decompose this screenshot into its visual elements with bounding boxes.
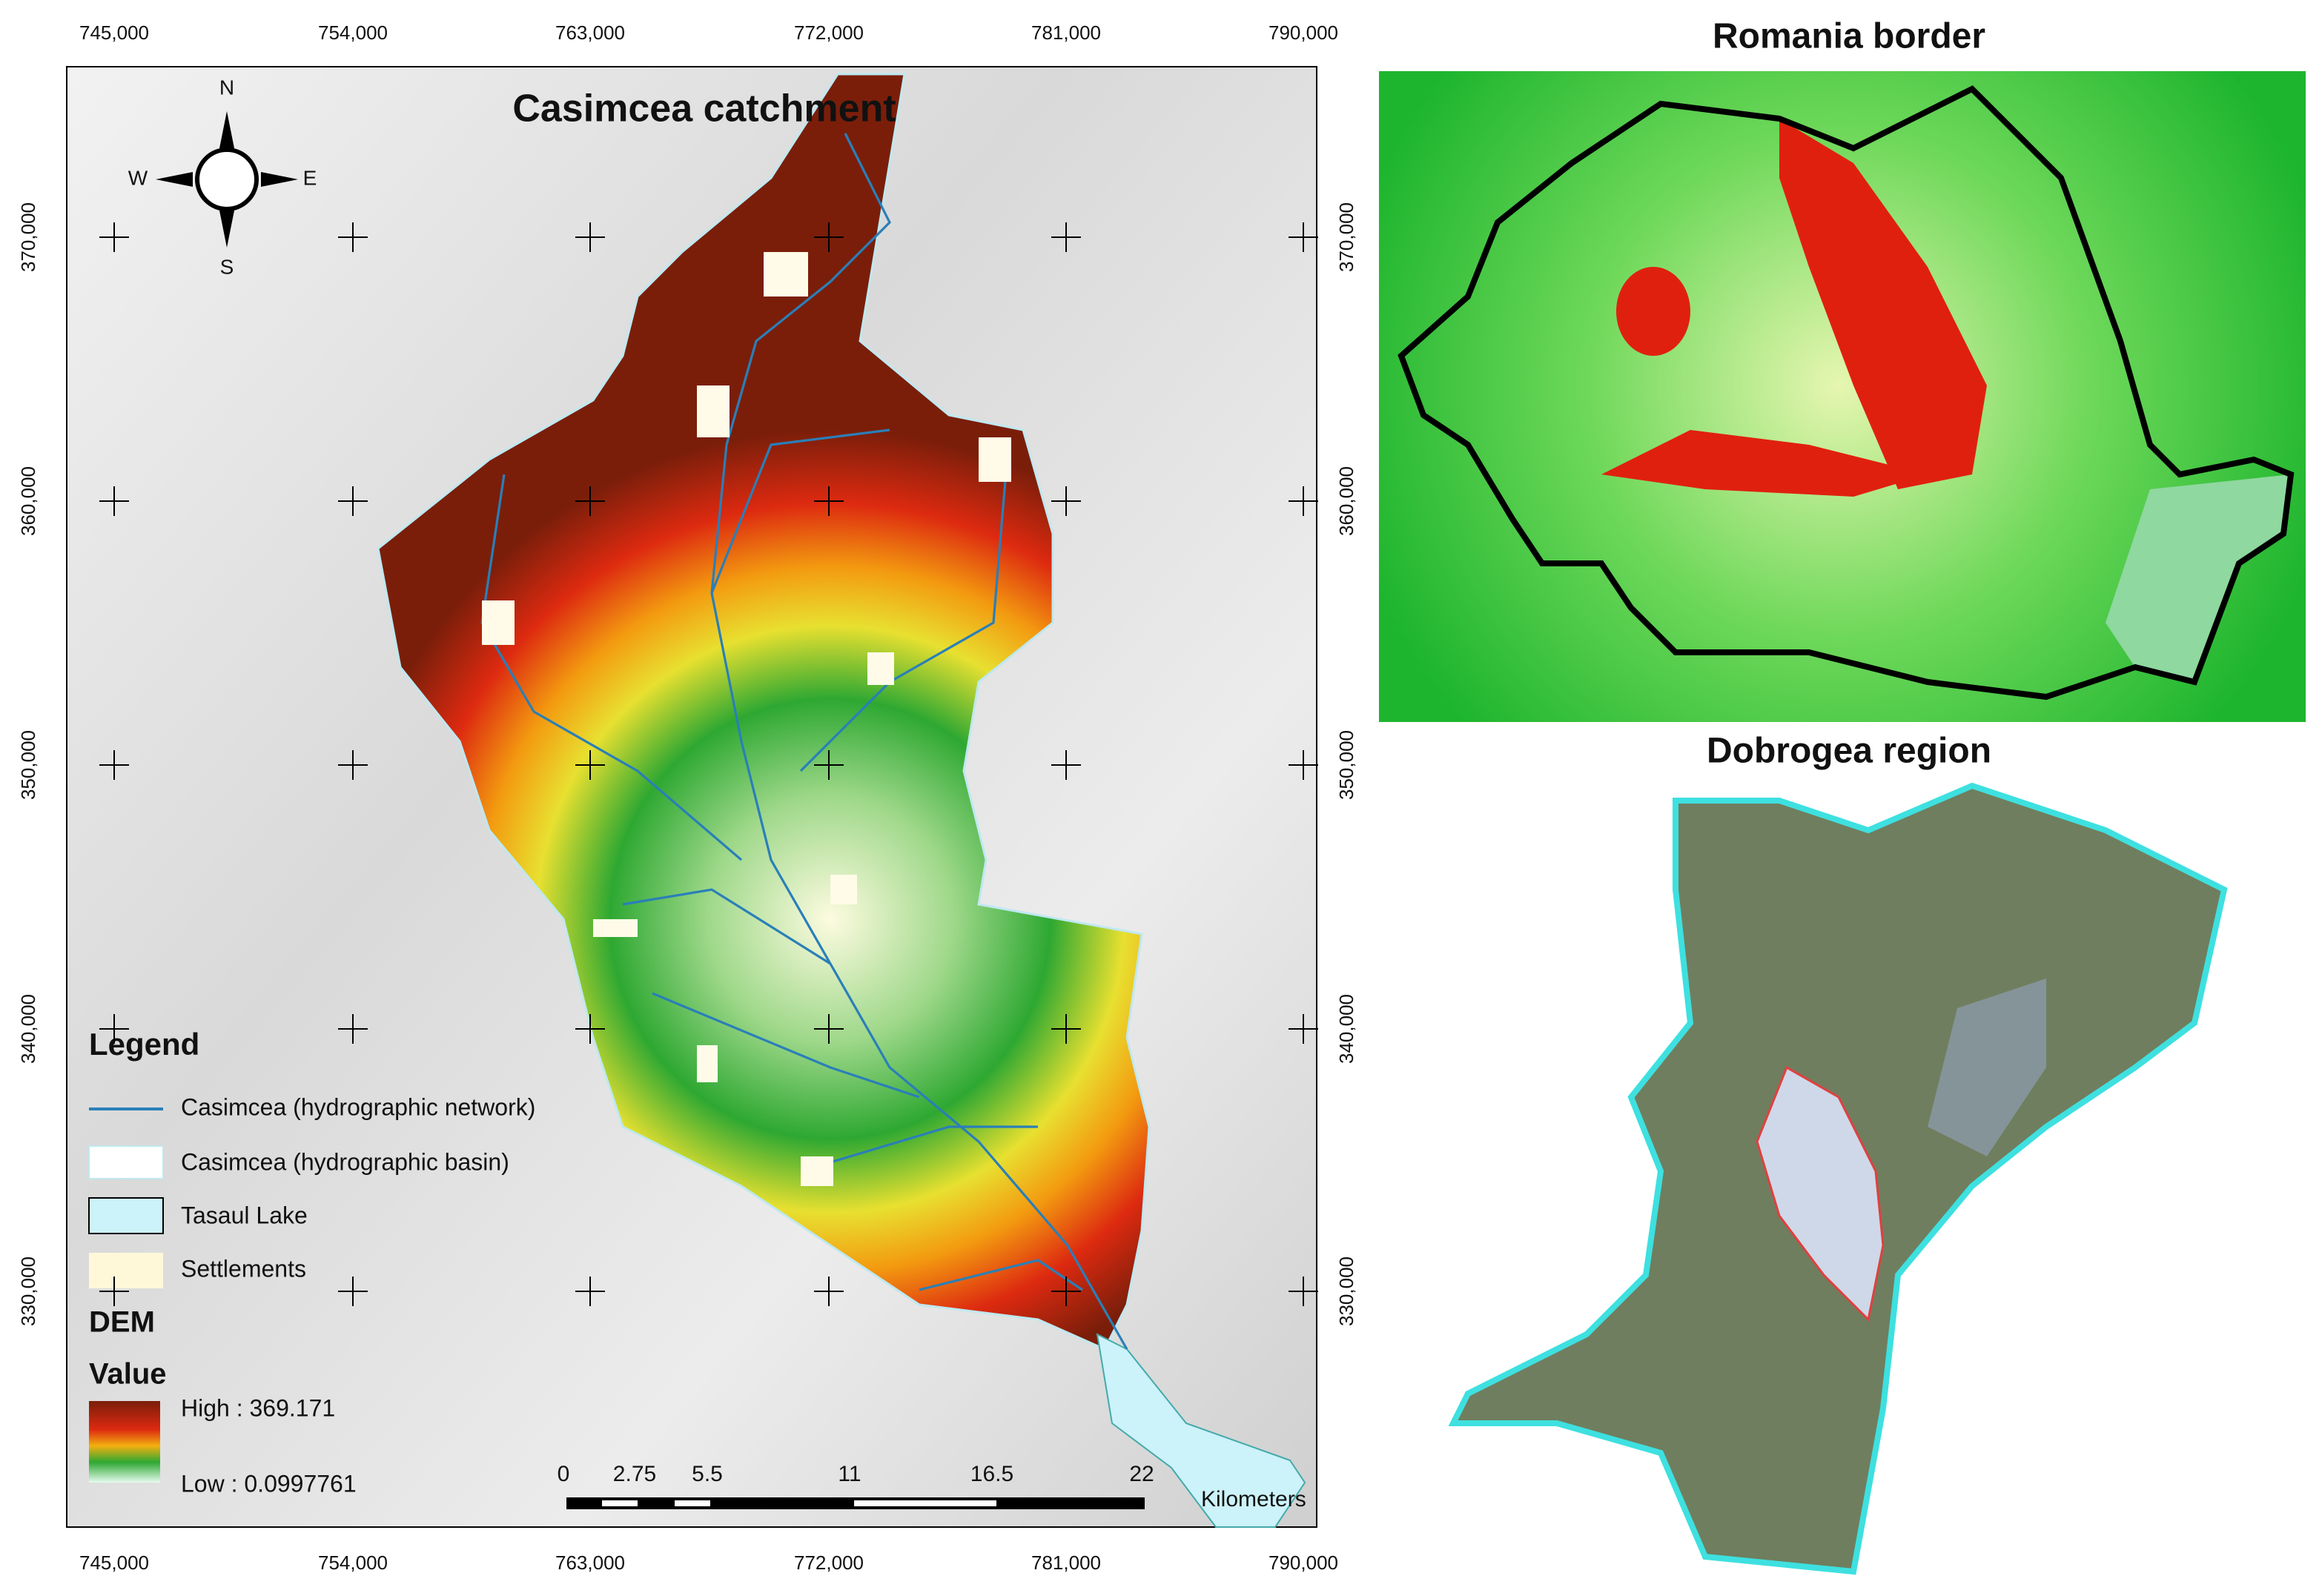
grid-cross: [99, 1014, 129, 1044]
y-tick-label: 340,000: [1335, 994, 1357, 1064]
y-tick-label: 350,000: [17, 730, 39, 800]
y-tick-label: 370,000: [1335, 202, 1357, 272]
grid-cross: [814, 486, 844, 516]
x-tick-label: 754,000: [318, 21, 388, 44]
scale-label: 16.5: [970, 1462, 1013, 1486]
grid-cross: [575, 222, 605, 252]
y-tick-label: 330,000: [1335, 1256, 1357, 1326]
y-tick-label: 340,000: [17, 994, 39, 1064]
legend-item: Tasaul Lake: [181, 1202, 308, 1228]
scale-bar-seg: [602, 1500, 638, 1506]
grid-cross: [575, 1277, 605, 1306]
grid-cross: [338, 1277, 368, 1306]
compass: [156, 111, 298, 248]
legend-basin: [88, 1145, 164, 1179]
grid-cross: [1289, 486, 1318, 516]
compass-s: S: [220, 255, 234, 278]
x-tick-label: 763,000: [555, 21, 625, 44]
grid-cross: [99, 750, 129, 780]
x-tick-label: 772,000: [794, 21, 864, 44]
y-tick-label: 360,000: [17, 466, 39, 536]
grid-cross: [1051, 1014, 1081, 1044]
map-shapes: [66, 66, 2306, 1575]
scale-label: 11: [838, 1462, 861, 1486]
romania-title: Romania border: [1713, 17, 1985, 56]
dobrogea-catchment: [1756, 1065, 1885, 1322]
dobrogea-title: Dobrogea region: [1707, 732, 1991, 771]
scale-label: 2.75: [613, 1462, 656, 1486]
x-tick-label: 763,000: [555, 1552, 625, 1574]
legend-item: Casimcea (hydrographic network): [181, 1093, 535, 1120]
tasaul-lake: [1096, 1333, 1306, 1528]
grid-cross: [1051, 222, 1081, 252]
y-tick-label: 350,000: [1335, 730, 1357, 800]
x-tick-label: 790,000: [1268, 1552, 1338, 1574]
scale-bar-seg: [854, 1500, 996, 1506]
x-tick-label: 781,000: [1031, 1552, 1101, 1574]
y-tick-label: 370,000: [17, 202, 39, 272]
grid-cross: [1289, 1277, 1318, 1306]
grid-cross: [575, 750, 605, 780]
main-title: Casimcea catchment: [512, 87, 896, 130]
dem-subtitle: Value: [89, 1358, 167, 1391]
dem-title: DEM: [89, 1306, 155, 1339]
grid-cross: [338, 222, 368, 252]
y-tick-label: 360,000: [1335, 466, 1357, 536]
dem-high: High : 369.171: [181, 1394, 335, 1421]
compass-w: W: [128, 166, 148, 189]
x-tick-label: 772,000: [794, 1552, 864, 1574]
grid-cross: [338, 1014, 368, 1044]
scale-label: 22: [1129, 1462, 1154, 1486]
x-tick-label: 790,000: [1268, 21, 1338, 44]
scale-unit: Kilometers: [1201, 1487, 1306, 1511]
grid-cross: [1289, 1014, 1318, 1044]
compass-e: E: [303, 166, 317, 189]
legend-item: Casimcea (hydrographic basin): [181, 1148, 509, 1175]
grid-cross: [575, 1014, 605, 1044]
dem-low: Low : 0.0997761: [181, 1470, 357, 1497]
romania-border: [1398, 85, 2295, 701]
mountains: [1601, 119, 1987, 497]
catchment: [377, 73, 1151, 1351]
grid-cross: [1051, 750, 1081, 780]
compass-n: N: [219, 76, 234, 99]
grid-cross: [1289, 750, 1318, 780]
legend-lake: [88, 1197, 164, 1234]
rivers: [480, 133, 1128, 1350]
grid-cross: [814, 1014, 844, 1044]
legend-item: Settlements: [181, 1255, 306, 1282]
x-tick-label: 781,000: [1031, 21, 1101, 44]
dem-ramp: [89, 1401, 160, 1483]
grid-cross: [1289, 222, 1318, 252]
dobrogea-lake: [1928, 979, 2046, 1156]
y-tick-label: 330,000: [17, 1256, 39, 1326]
grid-cross: [814, 222, 844, 252]
scale-label: 0: [558, 1462, 570, 1486]
x-tick-label: 745,000: [79, 21, 149, 44]
legend-title: Legend: [89, 1027, 199, 1062]
x-tick-label: 745,000: [79, 1552, 149, 1574]
grid-cross: [1051, 1277, 1081, 1306]
scale-bar-seg: [675, 1500, 710, 1506]
grid-cross: [814, 750, 844, 780]
grid-cross: [338, 750, 368, 780]
grid-cross: [1051, 486, 1081, 516]
grid-cross: [99, 222, 129, 252]
scale-label: 5.5: [692, 1462, 723, 1486]
grid-cross: [99, 486, 129, 516]
grid-cross: [575, 486, 605, 516]
grid-cross: [338, 486, 368, 516]
x-tick-label: 754,000: [318, 1552, 388, 1574]
settlements: [482, 252, 1011, 1186]
legend-settlement: [89, 1253, 163, 1288]
dobrogea-area: [2106, 474, 2291, 682]
grid-cross: [99, 1277, 129, 1306]
grid-cross: [814, 1277, 844, 1306]
